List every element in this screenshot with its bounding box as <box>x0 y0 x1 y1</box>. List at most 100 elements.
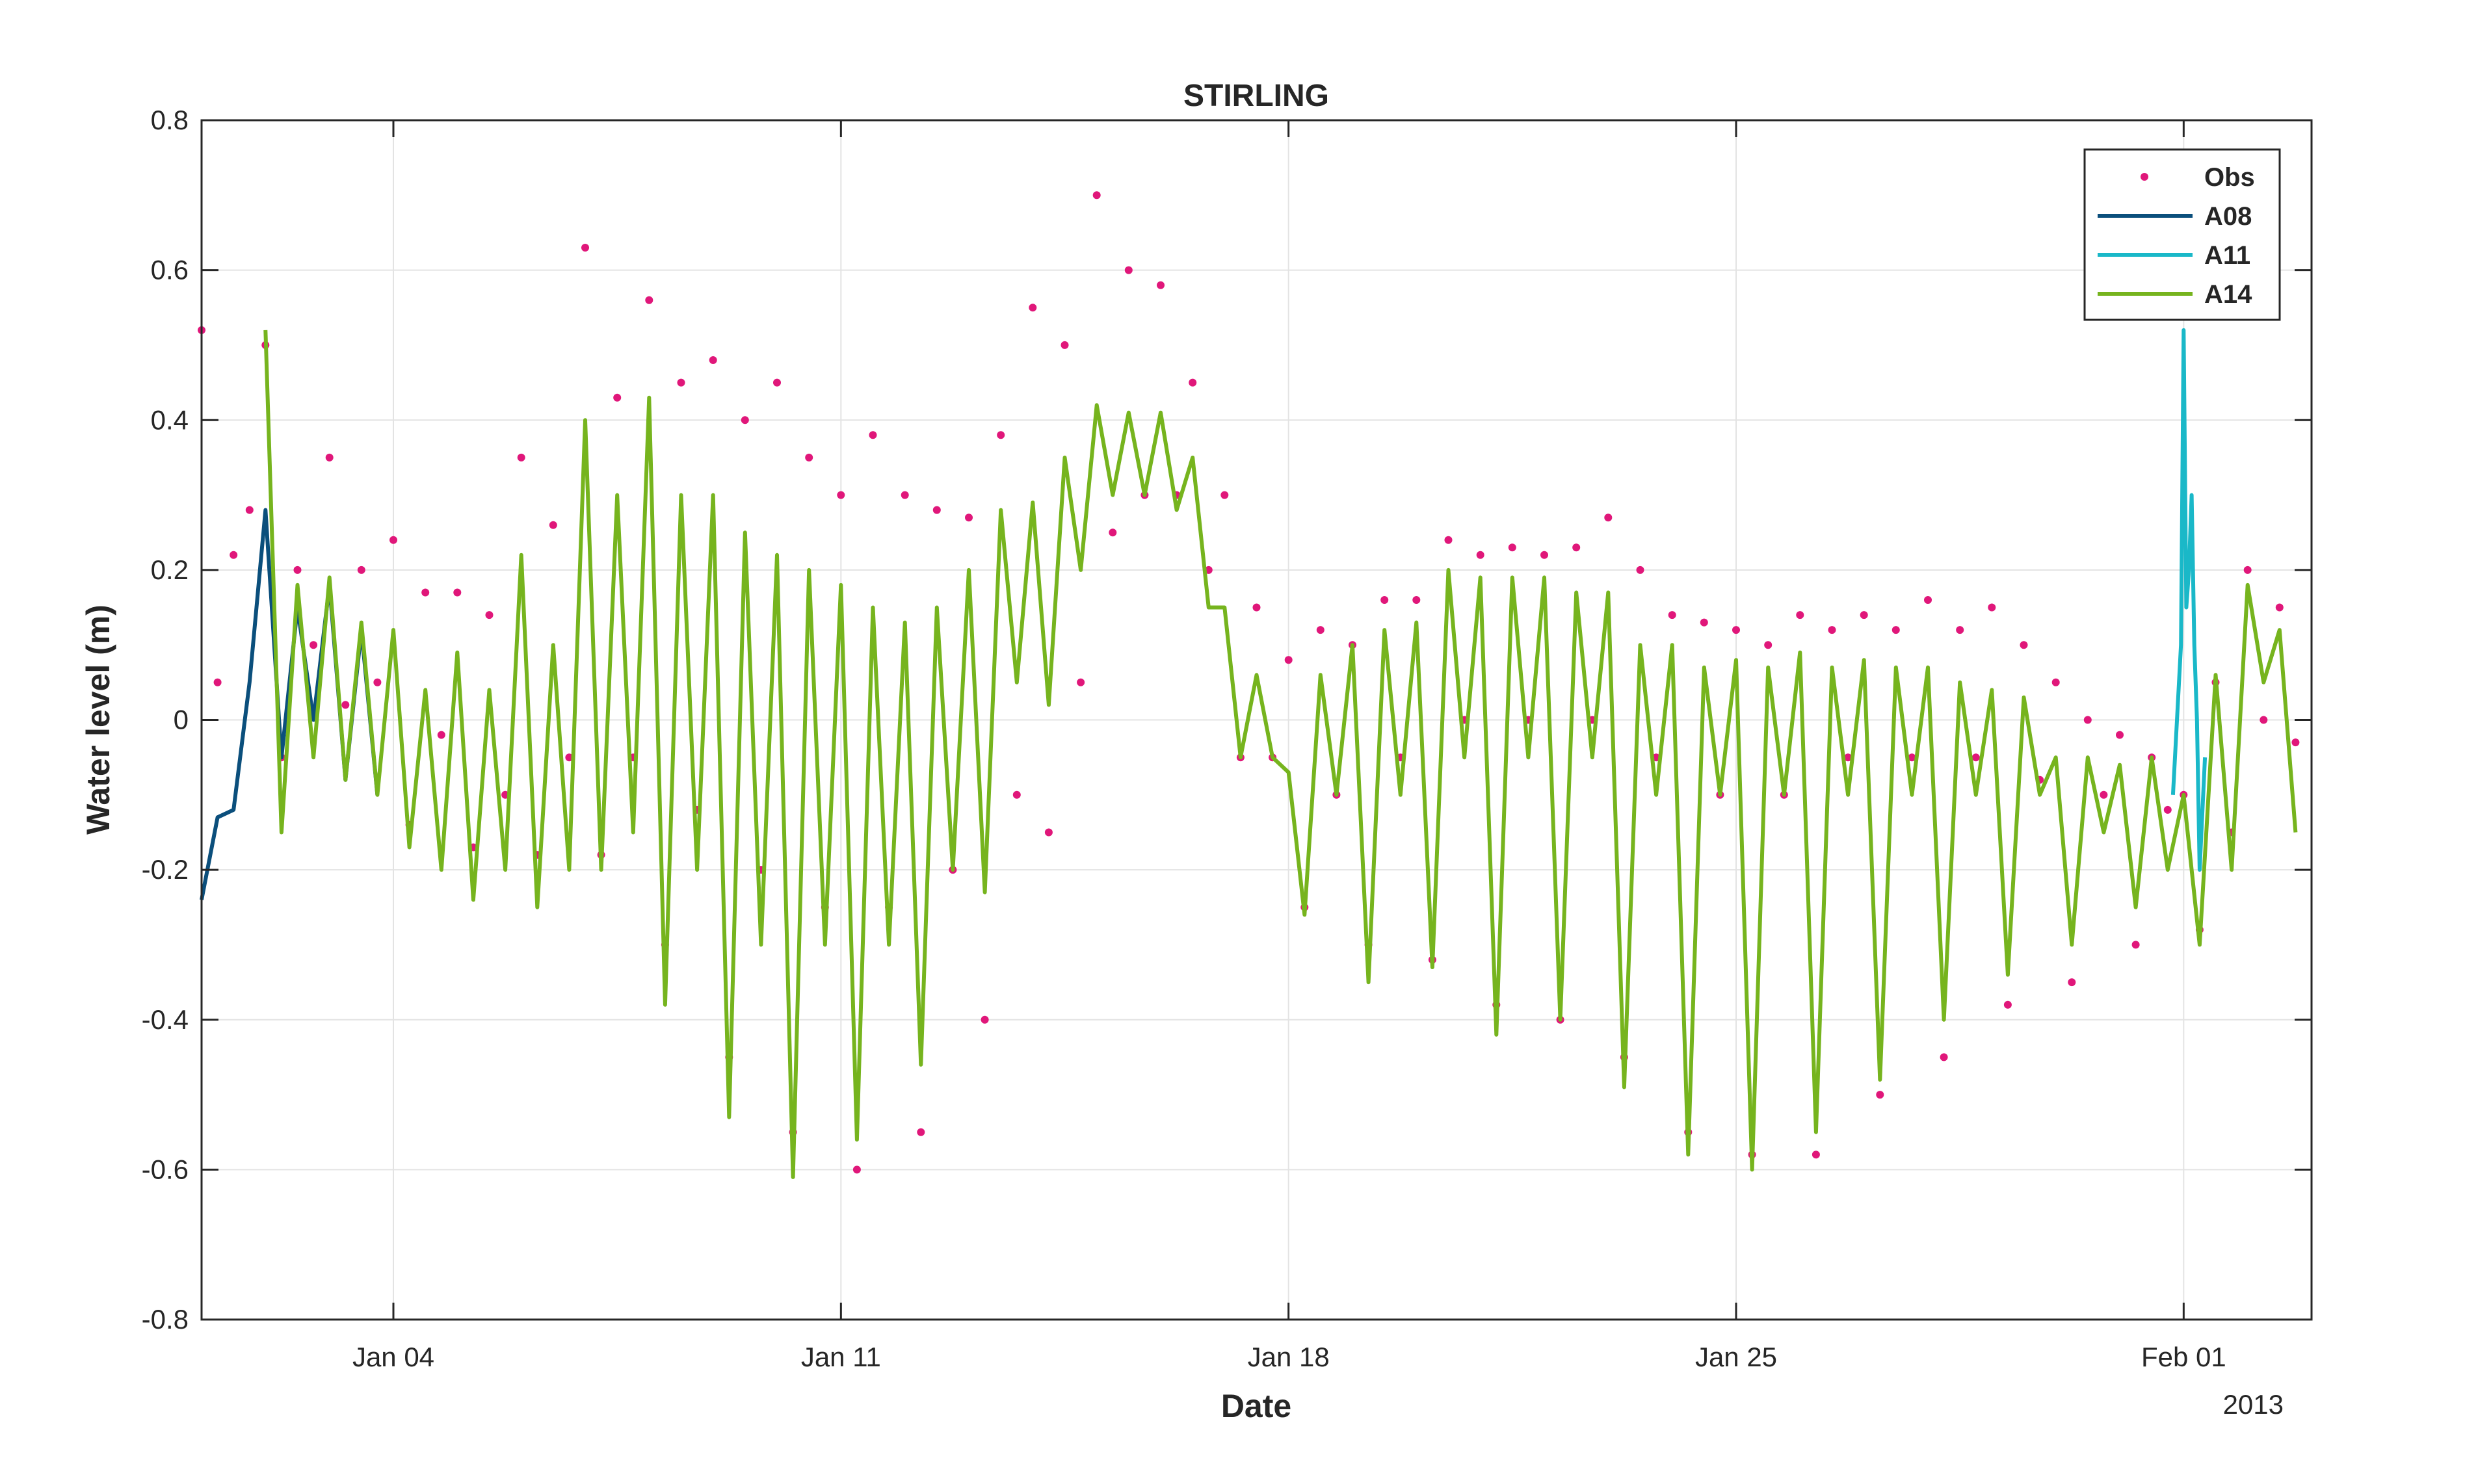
y-tick-label: 0.4 <box>151 404 189 435</box>
obs-point <box>1412 596 1421 604</box>
obs-point <box>230 551 238 559</box>
obs-point <box>1876 1091 1884 1099</box>
chart-title: STIRLING <box>1183 79 1329 113</box>
obs-point <box>805 453 813 462</box>
obs-point <box>1988 603 1996 612</box>
y-tick-label: 0.6 <box>151 255 189 285</box>
obs-point <box>1380 596 1389 604</box>
obs-point <box>901 491 909 499</box>
obs-point <box>565 753 573 762</box>
obs-point <box>1476 551 1484 559</box>
obs-point <box>325 453 334 462</box>
obs-point <box>310 641 318 649</box>
legend-box <box>2083 148 2281 321</box>
y-axis-label: Water level (m) <box>80 605 116 835</box>
obs-point <box>549 521 557 529</box>
y-axis: -0.8 -0.6 -0.4 -0.2 0 0.2 0.4 0.6 0.8 <box>142 105 2312 1334</box>
obs-point <box>1891 626 1900 634</box>
legend-label-obs: Obs <box>2204 163 2255 192</box>
obs-point <box>1956 626 1964 634</box>
obs-point <box>1908 753 1916 762</box>
obs-point <box>981 1015 989 1024</box>
year-label: 2013 <box>2223 1389 2284 1420</box>
obs-point <box>1189 378 1197 387</box>
x-tick-label: Jan 18 <box>1248 1342 1330 1372</box>
obs-point <box>1540 551 1548 559</box>
obs-point <box>1252 603 1261 612</box>
obs-point <box>245 506 254 514</box>
obs-point <box>1764 641 1773 649</box>
obs-point <box>341 701 350 709</box>
legend-label-a11: A11 <box>2204 241 2250 270</box>
obs-point <box>1220 491 1229 499</box>
obs-point <box>1444 536 1453 544</box>
obs-point <box>517 453 525 462</box>
obs-point <box>1940 1053 1948 1061</box>
obs-point <box>709 356 717 364</box>
obs-point <box>1044 828 1053 837</box>
obs-point <box>1092 191 1101 200</box>
x-tick-label: Feb 01 <box>2141 1342 2226 1372</box>
y-tick-label: -0.4 <box>142 1004 189 1035</box>
x-axis: Jan 04 Jan 11 Jan 18 Jan 25 Feb 01 <box>352 120 2226 1372</box>
obs-point <box>1284 656 1293 664</box>
obs-point <box>645 296 653 304</box>
obs-point <box>1157 281 1165 289</box>
x-tick-label: Jan 11 <box>801 1342 881 1372</box>
obs-point <box>613 393 622 402</box>
obs-point <box>1828 626 1836 634</box>
obs-point <box>1844 753 1852 762</box>
obs-point <box>741 416 749 424</box>
obs-point <box>1508 543 1516 552</box>
obs-point <box>677 378 685 387</box>
obs-point <box>2275 603 2284 612</box>
obs-point <box>2068 978 2076 987</box>
obs-point <box>1812 1151 1820 1159</box>
obs-point <box>1061 341 1069 349</box>
obs-point <box>2100 790 2108 799</box>
obs-point <box>2051 678 2060 686</box>
obs-point <box>2163 805 2172 814</box>
obs-point <box>965 514 973 522</box>
obs-point <box>1077 678 1085 686</box>
series-a14-line <box>263 330 2298 1179</box>
obs-point <box>2291 738 2300 747</box>
obs-point <box>869 431 877 439</box>
legend-label-a08: A08 <box>2204 202 2252 231</box>
obs-point <box>997 431 1005 439</box>
obs-point <box>357 566 365 574</box>
obs-point <box>453 588 462 597</box>
obs-point <box>213 678 222 686</box>
obs-point <box>773 378 781 387</box>
y-tick-label: 0 <box>174 705 189 735</box>
obs-point <box>1971 753 1980 762</box>
obs-point <box>1924 596 1932 604</box>
obs-point <box>837 491 845 499</box>
legend-marker-obs <box>2141 173 2148 181</box>
obs-point <box>852 1165 861 1174</box>
obs-point <box>2020 641 2028 649</box>
obs-point <box>373 678 382 686</box>
y-tick-label: -0.8 <box>142 1304 189 1334</box>
obs-point <box>917 1128 925 1136</box>
x-tick-label: Jan 04 <box>352 1342 434 1372</box>
obs-point <box>581 244 589 252</box>
obs-point <box>485 611 494 619</box>
legend: Obs A08 A11 A14 <box>2083 148 2281 321</box>
legend-label-a14: A14 <box>2204 280 2252 309</box>
y-tick-label: -0.2 <box>142 854 189 885</box>
obs-point <box>2131 941 2140 949</box>
x-tick-label: Jan 25 <box>1695 1342 1777 1372</box>
obs-point <box>1572 543 1581 552</box>
obs-point <box>1668 611 1676 619</box>
obs-point <box>2083 716 2092 724</box>
obs-point <box>2003 1000 2012 1009</box>
y-tick-label: 0.2 <box>151 554 189 585</box>
y-tick-label: 0.8 <box>151 105 189 135</box>
obs-point <box>1012 790 1021 799</box>
obs-point <box>932 506 941 514</box>
series-layer <box>198 191 2300 1179</box>
obs-point <box>2116 731 2124 739</box>
obs-point <box>421 588 430 597</box>
